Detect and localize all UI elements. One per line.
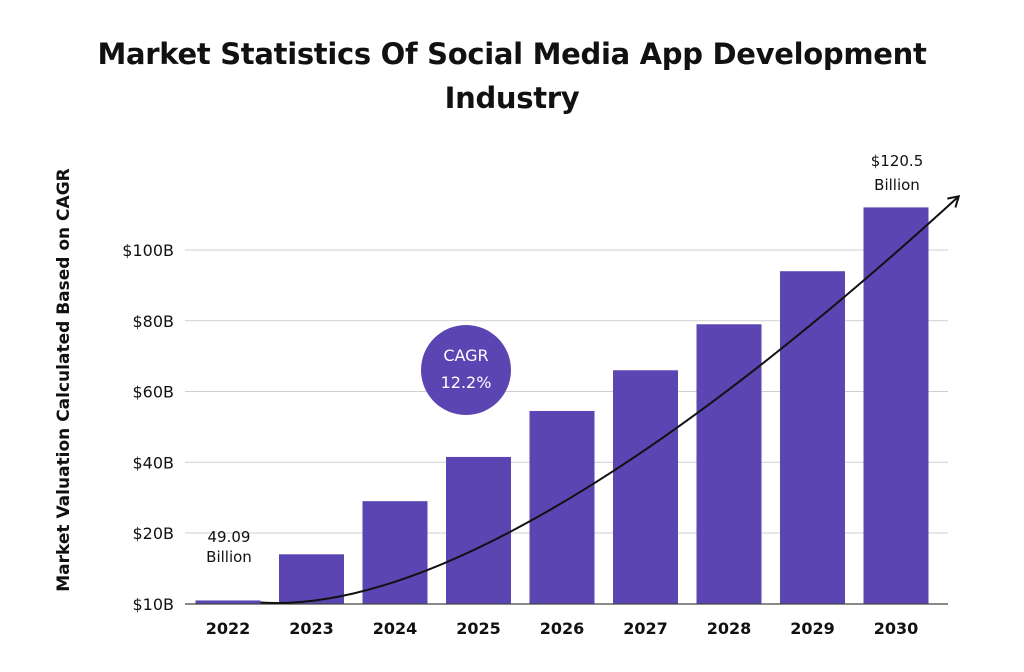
bar (529, 410, 595, 604)
chart-title-line-2: Industry (444, 81, 580, 115)
trend-arrow (260, 195, 961, 604)
bar (780, 271, 845, 604)
annotations: 49.09 Billion $120.5 Billion CAGR 12.2% (206, 152, 923, 566)
x-tick-label: 2024 (373, 619, 418, 638)
cagr-badge (421, 325, 511, 415)
y-tick-label: $100B (122, 241, 174, 260)
x-tick-label: 2027 (623, 619, 668, 638)
y-tick-label: $40B (132, 453, 174, 472)
bar (195, 600, 261, 604)
x-tick-label: 2023 (289, 619, 334, 638)
x-tick-label: 2028 (707, 619, 752, 638)
bar (362, 501, 428, 604)
bar (863, 207, 929, 604)
x-tick-label: 2030 (874, 619, 919, 638)
bar (279, 554, 344, 604)
x-tick-label: 2025 (456, 619, 501, 638)
chart-title: Market Statistics Of Social Media App De… (0, 32, 1024, 120)
bar (696, 324, 762, 604)
y-tick-label: $60B (132, 383, 174, 402)
y-tick-label: $10B (132, 595, 174, 614)
chart-title-line-1: Market Statistics Of Social Media App De… (97, 37, 927, 71)
trend-curve (260, 195, 961, 604)
x-tick-label: 2026 (540, 619, 585, 638)
end-unit-label: Billion (874, 176, 920, 194)
start-unit-label: Billion (206, 548, 252, 566)
bars (195, 207, 929, 604)
cagr-value: 12.2% (441, 373, 492, 392)
end-value-label: $120.5 (871, 152, 924, 170)
bar (613, 370, 678, 604)
x-tick-label: 2022 (206, 619, 251, 638)
cagr-label: CAGR (443, 346, 488, 365)
x-tick-label: 2029 (790, 619, 835, 638)
y-tick-label: $80B (132, 312, 174, 331)
axes: $10B $20B $40B $60B $80B $100B 2022 2023 2024 202… (122, 241, 948, 638)
start-value-label: 49.09 (208, 528, 251, 546)
y-tick-label: $20B (132, 524, 174, 543)
bar (446, 456, 511, 604)
